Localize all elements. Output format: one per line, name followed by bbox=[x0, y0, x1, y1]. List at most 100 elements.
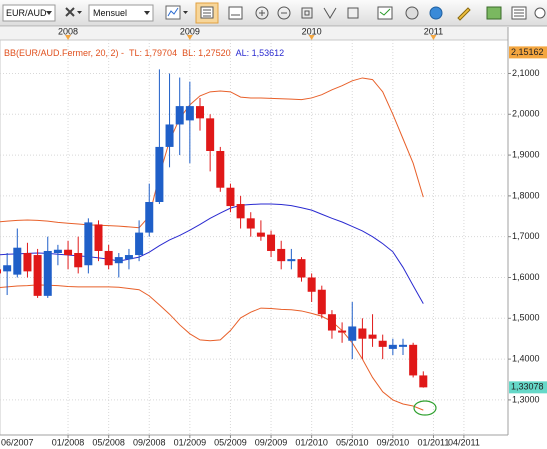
year-label: 2009 bbox=[180, 26, 200, 36]
x-tick-label: 05/2009 bbox=[214, 437, 247, 447]
band-line bbox=[0, 77, 424, 229]
tool-button[interactable] bbox=[377, 6, 393, 20]
candle-body bbox=[185, 106, 194, 121]
candle-body bbox=[256, 232, 265, 237]
candle-body bbox=[33, 255, 42, 296]
candle-body bbox=[114, 257, 123, 264]
candle-body bbox=[409, 344, 418, 376]
candle-body bbox=[94, 224, 103, 251]
candle-body bbox=[84, 222, 93, 266]
y-tick-label: 1,3000 bbox=[512, 394, 540, 404]
year-marker bbox=[430, 35, 437, 40]
y-tick-label: 1,4000 bbox=[512, 353, 540, 363]
y-tick-label: 2,1000 bbox=[512, 68, 540, 78]
right-axis bbox=[508, 27, 547, 449]
tool-button[interactable] bbox=[347, 7, 359, 19]
candle-body bbox=[175, 106, 184, 125]
tool-button[interactable] bbox=[277, 6, 291, 20]
candle-body bbox=[13, 247, 22, 275]
symbol-text: EUR/AUD bbox=[6, 8, 47, 18]
tool-button[interactable] bbox=[486, 6, 502, 20]
candle-body bbox=[317, 289, 326, 315]
candle-body bbox=[53, 249, 62, 254]
x-tick-label: 01/2011 bbox=[418, 437, 450, 447]
x-tick-label: 09/2009 bbox=[255, 437, 288, 447]
legend-entry: BL: 1,27520 bbox=[182, 48, 231, 58]
y-tick-label: 1,9000 bbox=[512, 149, 540, 159]
candle-body bbox=[64, 249, 73, 256]
candle-body bbox=[307, 277, 316, 292]
symbol-dropdown[interactable]: EUR/AUD bbox=[2, 4, 56, 22]
candle-body bbox=[246, 218, 255, 229]
candle-body bbox=[43, 250, 52, 296]
tool-button[interactable] bbox=[228, 6, 243, 20]
candle-body bbox=[419, 375, 428, 388]
x-tick-label: 01/2008 bbox=[52, 437, 85, 447]
candle-body bbox=[206, 118, 215, 151]
legend: BB(EUR/AUD.Fermer, 20, 2) - TL: 1,79704 BL… bbox=[4, 48, 284, 58]
tool-button[interactable] bbox=[301, 7, 313, 19]
x-tick-label: 01/2010 bbox=[295, 437, 328, 447]
candle-body bbox=[327, 314, 336, 331]
candle-body bbox=[145, 201, 154, 233]
candle-body bbox=[368, 334, 377, 339]
year-marker bbox=[186, 35, 193, 40]
tool-button[interactable] bbox=[534, 7, 546, 19]
x-tick-label: 09/2008 bbox=[133, 437, 166, 447]
candle-body bbox=[0, 269, 1, 274]
candle-body bbox=[277, 248, 286, 262]
x-tick-label: 01/2009 bbox=[174, 437, 207, 447]
candle-body bbox=[267, 234, 276, 251]
candle-body bbox=[348, 326, 357, 341]
indicator-button[interactable] bbox=[195, 2, 219, 24]
year-label: 2010 bbox=[302, 26, 322, 36]
candle-body bbox=[135, 232, 144, 256]
legend-entry: TL: 1,79704 bbox=[129, 48, 177, 58]
candle-body bbox=[338, 330, 347, 333]
candle-body bbox=[155, 146, 164, 202]
x-tick-label: 09/2010 bbox=[377, 437, 410, 447]
period-dropdown[interactable]: Mensuel bbox=[88, 4, 154, 22]
tool-button[interactable] bbox=[429, 6, 443, 20]
year-marker bbox=[308, 35, 315, 40]
candle-body bbox=[74, 253, 83, 268]
x-tick-label: 05/2008 bbox=[92, 437, 125, 447]
year-marker bbox=[65, 35, 72, 40]
tool-button[interactable] bbox=[511, 6, 527, 20]
y-tick-label: 1,8000 bbox=[512, 190, 540, 200]
candle-body bbox=[388, 344, 397, 349]
candle-body bbox=[236, 204, 245, 219]
y-tick-label: 1,6000 bbox=[512, 272, 540, 282]
candle-body bbox=[216, 150, 225, 188]
candle-body bbox=[165, 124, 174, 147]
plot-content bbox=[0, 40, 508, 435]
y-tick-label: 1,7000 bbox=[512, 231, 540, 241]
chart-type-button[interactable] bbox=[165, 5, 188, 20]
candle-body bbox=[23, 253, 32, 272]
candle-body bbox=[226, 187, 235, 207]
tool-button[interactable] bbox=[255, 6, 269, 20]
candle-body bbox=[196, 106, 204, 119]
year-label: 2008 bbox=[58, 26, 78, 36]
candle-body bbox=[287, 259, 296, 262]
price-marker-label: 1,33078 bbox=[511, 382, 544, 392]
legend-entry: AL: 1,53612 bbox=[236, 48, 285, 58]
candle-body bbox=[297, 259, 306, 278]
price-marker bbox=[509, 381, 547, 394]
period-text: Mensuel bbox=[93, 8, 127, 18]
candle-body bbox=[3, 265, 12, 272]
price-marker-label: 2,15162 bbox=[511, 47, 544, 57]
tool-button[interactable] bbox=[405, 6, 419, 20]
tool-button[interactable] bbox=[323, 7, 337, 19]
legend-entry: BB(EUR/AUD.Fermer, 20, 2) - bbox=[4, 48, 124, 58]
annotation-ellipse bbox=[413, 400, 437, 416]
y-tick-label: 1,5000 bbox=[512, 313, 540, 323]
candle-body bbox=[399, 344, 407, 347]
plot-area bbox=[0, 39, 509, 436]
year-label: 2011 bbox=[424, 26, 443, 36]
tool-button[interactable] bbox=[457, 7, 471, 21]
y-tick-label: 2,0000 bbox=[512, 109, 540, 119]
x-tick-label: 04/2011 bbox=[448, 437, 480, 447]
candle-body bbox=[104, 250, 113, 266]
compare-button[interactable] bbox=[65, 7, 82, 17]
